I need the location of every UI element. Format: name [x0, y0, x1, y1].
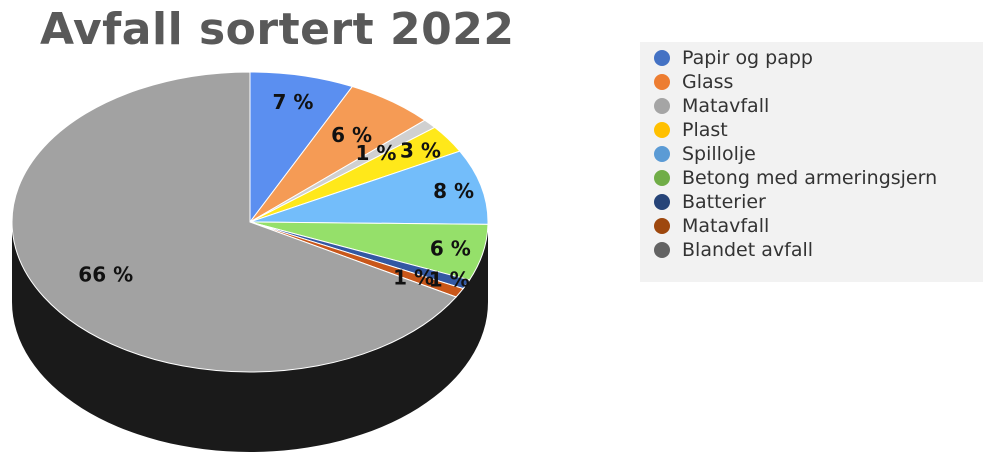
legend-swatch-icon [654, 98, 670, 114]
legend-item: Betong med armeringsjern [654, 166, 937, 190]
slice-label: 1 % [429, 267, 470, 291]
legend-item: Plast [654, 118, 728, 142]
pie-chart: 7 %6 %1 % 3 %8 %6 %1 %1 %66 % [11, 71, 489, 452]
legend-label: Blandet avfall [682, 239, 814, 261]
pie-slice [249, 150, 489, 225]
legend-label: Plast [682, 119, 728, 141]
pie-depth [12, 222, 488, 452]
legend-label: Spillolje [682, 143, 756, 165]
legend-label: Glass [682, 71, 734, 93]
slice-label: 66 % [78, 263, 133, 287]
slice-label: 8 % [433, 179, 474, 203]
legend-swatch-icon [654, 218, 670, 234]
slice-label: 1 % [355, 141, 396, 165]
chart-title: Avfall sortert 2022 [40, 4, 515, 55]
slice-label: 1 % [393, 265, 434, 289]
legend: Papir og papp Glass Matavfall Plast Spillolj… [640, 42, 983, 282]
legend-item: Spillolje [654, 142, 756, 166]
legend-label: Matavfall [682, 215, 770, 237]
legend-label: Papir og papp [682, 47, 813, 69]
slice-label: 3 % [400, 139, 441, 163]
legend-item: Batterier [654, 190, 766, 214]
legend-item: Blandet avfall [654, 238, 813, 262]
pie-slice [11, 71, 457, 373]
legend-item: Matavfall [654, 94, 769, 118]
legend-swatch-icon [654, 170, 670, 186]
legend-swatch-icon [654, 74, 670, 90]
legend-label: Matavfall [682, 95, 770, 117]
legend-swatch-icon [654, 242, 670, 258]
slice-label: 6 % [430, 236, 471, 260]
legend-swatch-icon [654, 146, 670, 162]
legend-swatch-icon [654, 194, 670, 210]
legend-label: Betong med armeringsjern [682, 167, 938, 189]
legend-item: Matavfall [654, 214, 769, 238]
pie-slice [249, 71, 354, 224]
legend-item: Glass [654, 70, 733, 94]
legend-swatch-icon [654, 122, 670, 138]
legend-item: Papir og papp [654, 46, 813, 70]
legend-label: Batterier [682, 191, 766, 213]
slice-label: 6 % [331, 123, 372, 147]
slice-label: 7 % [273, 90, 314, 114]
legend-swatch-icon [654, 50, 670, 66]
